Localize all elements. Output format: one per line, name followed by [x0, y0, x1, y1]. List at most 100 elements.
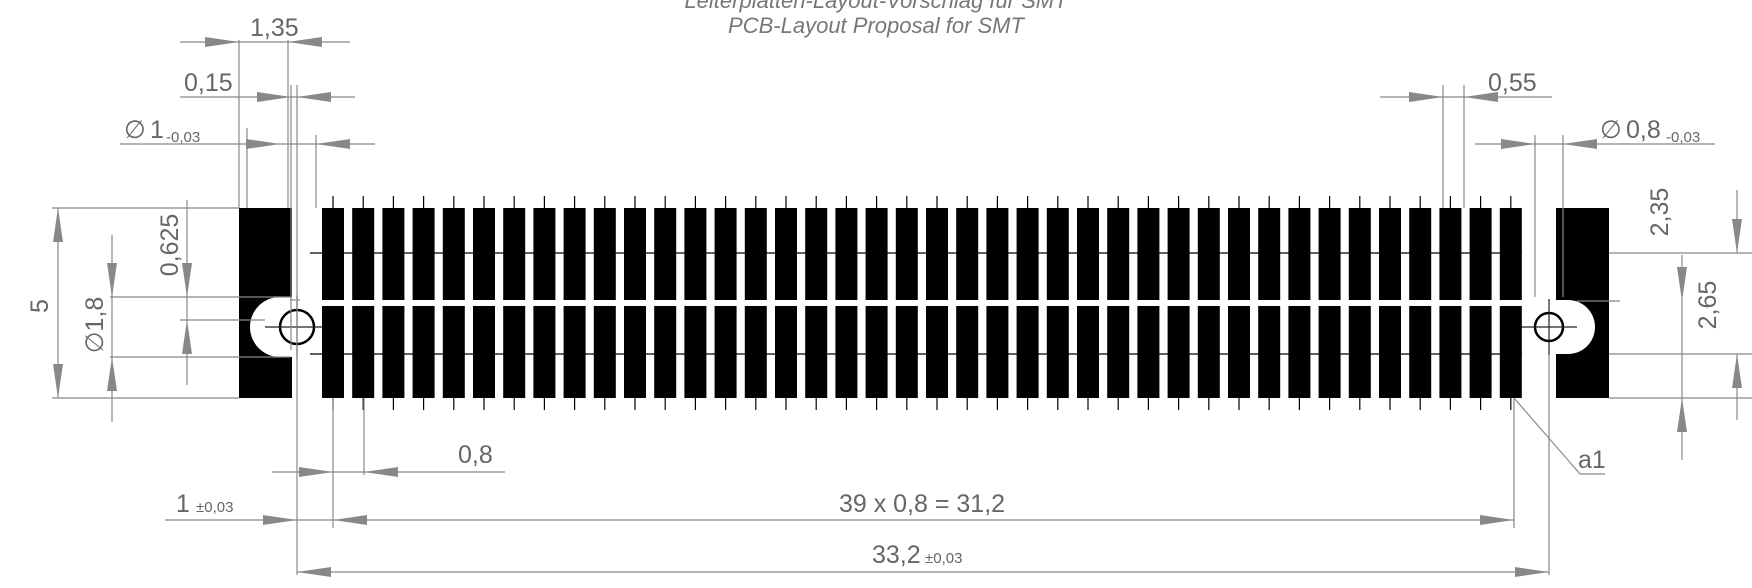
- extension-lines: [52, 40, 1752, 575]
- pad-bottom: [1409, 306, 1432, 398]
- pad-top: [563, 208, 586, 300]
- pad-bottom: [926, 306, 948, 398]
- pad-row-bottom: [322, 306, 1522, 398]
- dim-pitch-total: 39 x 0,8 = 31,2: [839, 490, 1005, 518]
- pad-bottom: [1107, 306, 1130, 398]
- dim-hole-left-value: 1: [150, 116, 164, 144]
- pad-top: [1258, 208, 1281, 300]
- dim-hole-left-tol: -0,03: [166, 129, 200, 146]
- pad-bottom: [1379, 306, 1401, 398]
- pad-top: [805, 208, 828, 300]
- pad-bottom: [1016, 306, 1039, 398]
- pad-bottom: [533, 306, 556, 398]
- pad-bottom: [654, 306, 677, 398]
- pad-bottom: [714, 306, 737, 398]
- pad-bottom: [775, 306, 797, 398]
- pad-bottom: [986, 306, 1009, 398]
- pad-top: [1107, 208, 1130, 300]
- pad-bottom: [1077, 306, 1099, 398]
- pad-top: [322, 208, 344, 300]
- pad-top: [1016, 208, 1039, 300]
- pad-top: [1137, 208, 1160, 300]
- pad-bottom: [865, 306, 888, 398]
- pad-top: [1439, 208, 1462, 300]
- dim-0-15: 0,15: [184, 69, 233, 97]
- pad-top: [775, 208, 797, 300]
- pad-top: [714, 208, 737, 300]
- pad-top: [956, 208, 979, 300]
- pad-top: [1228, 208, 1250, 300]
- pad-top: [1288, 208, 1311, 300]
- pad-top: [1379, 208, 1401, 300]
- pad-top: [1409, 208, 1432, 300]
- dim-1-tol: ±0,03: [196, 499, 233, 516]
- left-mounting-pad: [239, 208, 327, 398]
- pad-bottom: [473, 306, 495, 398]
- pad-top: [835, 208, 858, 300]
- dim-2-65: 2,65: [1694, 281, 1722, 330]
- pad-top: [1499, 208, 1522, 300]
- pad-top: [352, 208, 375, 300]
- pad-bottom: [1046, 306, 1069, 398]
- pad-top: [1348, 208, 1371, 300]
- pad-top: [624, 208, 646, 300]
- pad-top: [684, 208, 707, 300]
- pad-bottom: [956, 306, 979, 398]
- pad-top: [1469, 208, 1492, 300]
- pad-top: [744, 208, 767, 300]
- dim-0-8: 0,8: [458, 441, 493, 469]
- pad-bottom: [805, 306, 828, 398]
- dim-hole-left-symbol: ∅: [124, 116, 146, 144]
- pad-top: [503, 208, 526, 300]
- dim-2-35: 2,35: [1646, 188, 1674, 237]
- pad-top: [865, 208, 888, 300]
- pad-bottom: [1499, 306, 1522, 398]
- dim-33-2-tol: ±0,03: [925, 550, 962, 567]
- pad-top: [442, 208, 465, 300]
- dim-0-625: 0,625: [156, 214, 184, 277]
- pad-bottom: [593, 306, 616, 398]
- pad-top: [895, 208, 918, 300]
- pad-bottom: [1167, 306, 1190, 398]
- pad-top: [654, 208, 677, 300]
- pad-bottom: [744, 306, 767, 398]
- pad-bottom: [1258, 306, 1281, 398]
- pad-bottom: [1288, 306, 1311, 398]
- pad-top: [926, 208, 948, 300]
- dim-hole-right-value: 0,8: [1626, 116, 1661, 144]
- pad-bottom: [442, 306, 465, 398]
- pad-bottom: [1137, 306, 1160, 398]
- pad-top: [533, 208, 556, 300]
- pad-bottom: [352, 306, 375, 398]
- pad-bottom: [1348, 306, 1371, 398]
- dim-33-2-value: 33,2: [872, 541, 921, 569]
- dim-hole-right-tol: -0,03: [1666, 129, 1700, 146]
- pad-top: [473, 208, 495, 300]
- dim-1-value: 1: [176, 490, 190, 518]
- pad-top: [986, 208, 1009, 300]
- pad-top: [1077, 208, 1099, 300]
- pad-bottom: [624, 306, 646, 398]
- pad-row-top: [322, 208, 1522, 300]
- pad-bottom: [1469, 306, 1492, 398]
- pad-bottom: [895, 306, 918, 398]
- label-a1: a1: [1578, 446, 1606, 474]
- dim-0-55: 0,55: [1488, 69, 1537, 97]
- pad-top: [1318, 208, 1341, 300]
- dim-diameter-1-8: ∅1,8: [81, 297, 109, 354]
- dim-5: 5: [26, 299, 54, 313]
- pad-bottom: [322, 306, 344, 398]
- pad-top: [593, 208, 616, 300]
- pad-top: [382, 208, 405, 300]
- dimension-lines: [53, 37, 1742, 577]
- pad-bottom: [684, 306, 707, 398]
- dim-1-35: 1,35: [250, 14, 299, 42]
- pad-bottom: [1318, 306, 1341, 398]
- pad-bottom: [835, 306, 858, 398]
- pad-top: [1197, 208, 1220, 300]
- pad-top: [1046, 208, 1069, 300]
- pad-top: [1167, 208, 1190, 300]
- pad-bottom: [1197, 306, 1220, 398]
- dim-hole-right-symbol: ∅: [1600, 116, 1622, 144]
